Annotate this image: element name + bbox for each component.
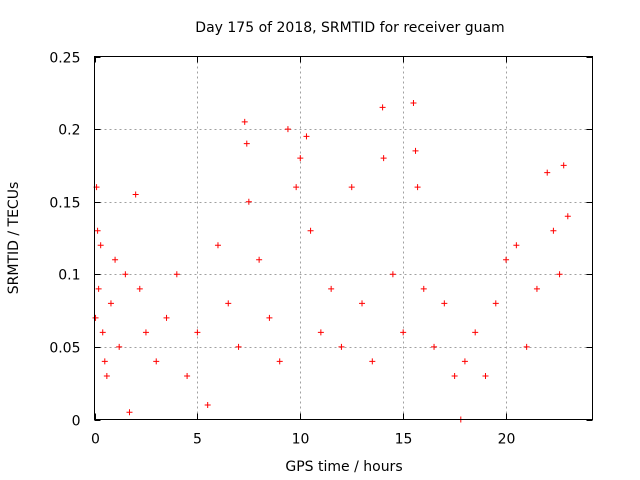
data-point xyxy=(101,358,108,365)
data-point xyxy=(204,401,211,408)
data-point xyxy=(400,329,407,336)
data-point xyxy=(533,285,540,292)
data-point xyxy=(420,285,427,292)
data-point xyxy=(97,242,104,249)
data-point xyxy=(317,329,324,336)
data-point xyxy=(225,300,232,307)
data-point xyxy=(184,372,191,379)
x-tick-label: 10 xyxy=(292,432,310,448)
data-point xyxy=(112,256,119,263)
data-point xyxy=(266,314,273,321)
y-tick-label: 0.2 xyxy=(58,123,80,139)
data-point xyxy=(472,329,479,336)
x-tick-label: 15 xyxy=(395,432,413,448)
y-tick-label: 0 xyxy=(72,414,81,430)
data-point xyxy=(441,300,448,307)
y-tick-label: 0.25 xyxy=(49,51,80,67)
data-point xyxy=(293,184,300,191)
data-point xyxy=(276,358,283,365)
data-point xyxy=(379,104,386,111)
data-point xyxy=(153,358,160,365)
y-tick-label: 0.1 xyxy=(58,268,80,284)
data-point xyxy=(95,285,102,292)
axis-ticks xyxy=(94,56,593,421)
data-point xyxy=(560,162,567,169)
y-tick-label: 0.15 xyxy=(49,196,80,212)
data-point xyxy=(94,227,101,234)
data-point xyxy=(107,300,114,307)
data-point xyxy=(461,358,468,365)
data-point xyxy=(307,227,314,234)
plot-frame xyxy=(94,56,593,420)
data-point xyxy=(369,358,376,365)
data-point xyxy=(245,198,252,205)
data-point xyxy=(556,271,563,278)
y-axis-title: SRMTID / TECUs xyxy=(6,182,22,295)
grid xyxy=(94,56,593,420)
data-point xyxy=(297,155,304,162)
data-point xyxy=(99,329,106,336)
data-point xyxy=(513,242,520,249)
data-point xyxy=(214,242,221,249)
data-point xyxy=(523,343,530,350)
data-point xyxy=(122,271,129,278)
data-point xyxy=(241,118,248,125)
data-point xyxy=(503,256,510,263)
data-point xyxy=(92,314,99,321)
data-point xyxy=(492,300,499,307)
data-point xyxy=(284,126,291,133)
data-point xyxy=(235,343,242,350)
data-point xyxy=(544,169,551,176)
data-point xyxy=(103,372,110,379)
data-point xyxy=(194,329,201,336)
data-points xyxy=(92,99,571,423)
data-point xyxy=(132,191,139,198)
data-point xyxy=(451,372,458,379)
data-point xyxy=(142,329,149,336)
y-tick-label: 0.05 xyxy=(49,341,80,357)
data-point xyxy=(256,256,263,263)
data-point xyxy=(116,343,123,350)
data-point xyxy=(389,271,396,278)
data-point xyxy=(163,314,170,321)
x-tick-label: 0 xyxy=(91,432,100,448)
data-point xyxy=(328,285,335,292)
data-point xyxy=(550,227,557,234)
data-point xyxy=(564,213,571,220)
x-tick-label: 20 xyxy=(498,432,516,448)
tick-labels: 0 0.05 0.1 0.15 0.2 0.25 0 5 10 15 20 xyxy=(49,51,515,448)
data-point xyxy=(303,133,310,140)
x-axis-title: GPS time / hours xyxy=(285,459,402,475)
data-point xyxy=(338,343,345,350)
data-point xyxy=(136,285,143,292)
data-point xyxy=(380,155,387,162)
chart-title: Day 175 of 2018, SRMTID for receiver gua… xyxy=(195,20,504,36)
data-point xyxy=(412,147,419,154)
data-point xyxy=(410,99,417,106)
data-point xyxy=(482,372,489,379)
data-point xyxy=(126,409,133,416)
data-point xyxy=(431,343,438,350)
data-point xyxy=(414,184,421,191)
data-point xyxy=(359,300,366,307)
data-point xyxy=(173,271,180,278)
data-point xyxy=(243,140,250,147)
data-point xyxy=(348,184,355,191)
x-tick-label: 5 xyxy=(193,432,202,448)
